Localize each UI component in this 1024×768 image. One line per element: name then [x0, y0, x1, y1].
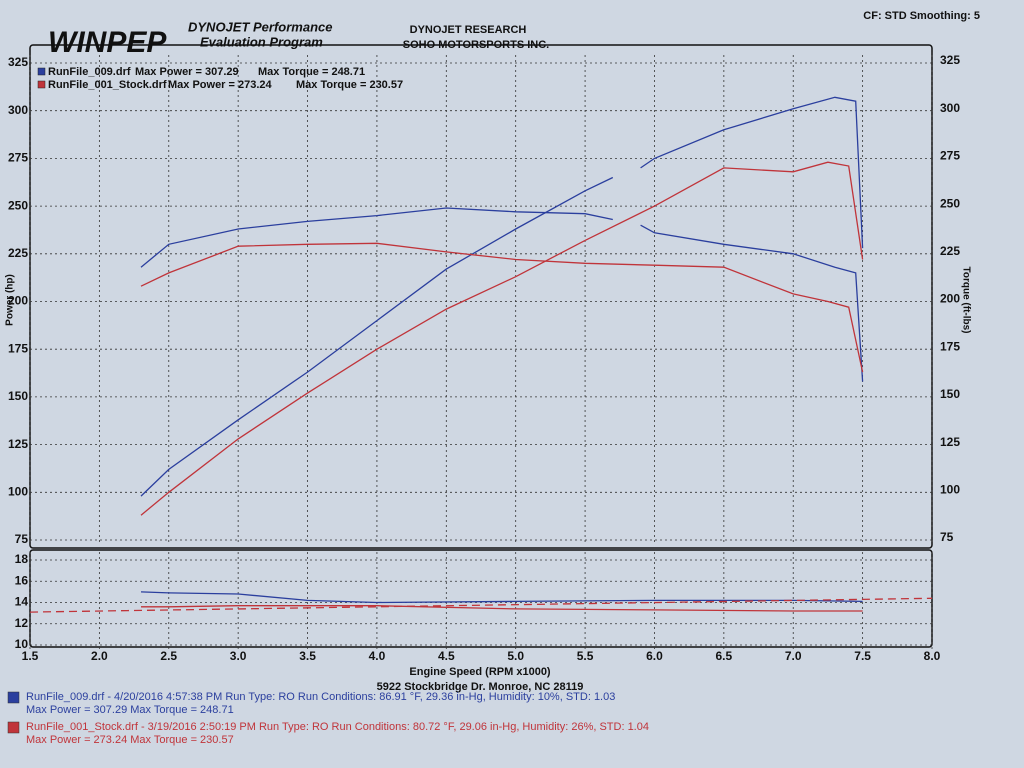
y-tick-label: 325	[8, 55, 28, 69]
y-tick-label: 250	[8, 198, 28, 212]
y-tick-label: 14	[15, 595, 29, 609]
x-tick-label: 4.5	[438, 649, 455, 663]
y-axis-label: Power (hp)	[5, 274, 16, 326]
y-tick-label: 175	[8, 341, 28, 355]
series-line	[140, 161, 864, 516]
x-tick-label: 3.5	[299, 649, 316, 663]
run-max: Max Power = 307.29 Max Torque = 248.71	[26, 704, 234, 716]
series-line	[141, 605, 863, 612]
run-swatch	[7, 721, 20, 734]
legend-swatch	[37, 67, 46, 76]
y-tick-label: 300	[8, 103, 28, 117]
x-tick-label: 4.0	[369, 649, 386, 663]
x-tick-label: 6.5	[716, 649, 733, 663]
x-tick-label: 5.5	[577, 649, 594, 663]
y2-tick-label: 300	[940, 101, 960, 115]
legend-label: RunFile_009.drf	[48, 66, 131, 78]
y-tick-label: 225	[8, 246, 28, 260]
y-tick-label: 75	[15, 532, 29, 546]
series-line	[140, 591, 863, 604]
y2-tick-label: 200	[940, 292, 960, 306]
legend-power: Max Power = 273.24	[168, 79, 273, 91]
program-title: Evaluation Program	[200, 34, 323, 49]
run-details: RunFile_009.drf - 4/20/2016 4:57:38 PM R…	[26, 691, 615, 703]
run-swatch	[7, 691, 20, 704]
x-tick-label: 7.0	[785, 649, 802, 663]
address: 5922 Stockbridge Dr. Monroe, NC 28119	[377, 681, 584, 693]
logo: WINPEP	[48, 26, 167, 59]
y2-tick-label: 325	[940, 53, 960, 67]
y2-tick-label: 250	[940, 196, 960, 210]
x-tick-label: 7.5	[854, 649, 871, 663]
run-max: Max Power = 273.24 Max Torque = 230.57	[26, 734, 234, 746]
company: DYNOJET RESEARCH	[410, 24, 527, 36]
y-tick-label: 16	[15, 573, 29, 587]
y-tick-label: 12	[15, 616, 29, 630]
settings: CF: STD Smoothing: 5	[863, 10, 980, 22]
series-line	[140, 96, 864, 497]
y-tick-label: 125	[8, 437, 28, 451]
y2-tick-label: 125	[940, 435, 960, 449]
run-details: RunFile_001_Stock.drf - 3/19/2016 2:50:1…	[26, 721, 649, 733]
y2-tick-label: 75	[940, 530, 954, 544]
y2-tick-label: 150	[940, 387, 960, 401]
y2-axis-label: Torque (ft-lbs)	[960, 266, 971, 333]
y-tick-label: 10	[15, 637, 29, 651]
x-tick-label: 1.5	[22, 649, 39, 663]
x-tick-label: 2.5	[160, 649, 177, 663]
series-line	[140, 207, 864, 382]
series-line	[140, 242, 864, 373]
x-tick-label: 6.0	[646, 649, 663, 663]
y2-tick-label: 225	[940, 244, 960, 258]
y2-tick-label: 275	[940, 149, 960, 163]
x-tick-label: 5.0	[507, 649, 524, 663]
y-tick-label: 200	[8, 294, 28, 308]
series-line	[29, 597, 933, 613]
y-tick-label: 275	[8, 151, 28, 165]
y-tick-label: 100	[8, 484, 28, 498]
legend-power: Max Power = 307.29	[135, 66, 239, 78]
y-tick-label: 18	[15, 552, 29, 566]
legend-torque: Max Torque = 230.57	[296, 79, 403, 91]
x-tick-label: 3.0	[230, 649, 247, 663]
x-tick-label: 2.0	[91, 649, 108, 663]
x-tick-label: 8.0	[924, 649, 941, 663]
x-axis-label: Engine Speed (RPM x1000)	[409, 666, 551, 678]
legend-torque: Max Torque = 248.71	[258, 66, 365, 78]
legend-label: RunFile_001_Stock.drf	[48, 79, 167, 91]
program-title: DYNOJET Performance	[188, 19, 333, 34]
y2-tick-label: 175	[940, 339, 960, 353]
legend-swatch	[37, 80, 46, 89]
y-tick-label: 150	[8, 389, 28, 403]
y2-tick-label: 100	[940, 482, 960, 496]
